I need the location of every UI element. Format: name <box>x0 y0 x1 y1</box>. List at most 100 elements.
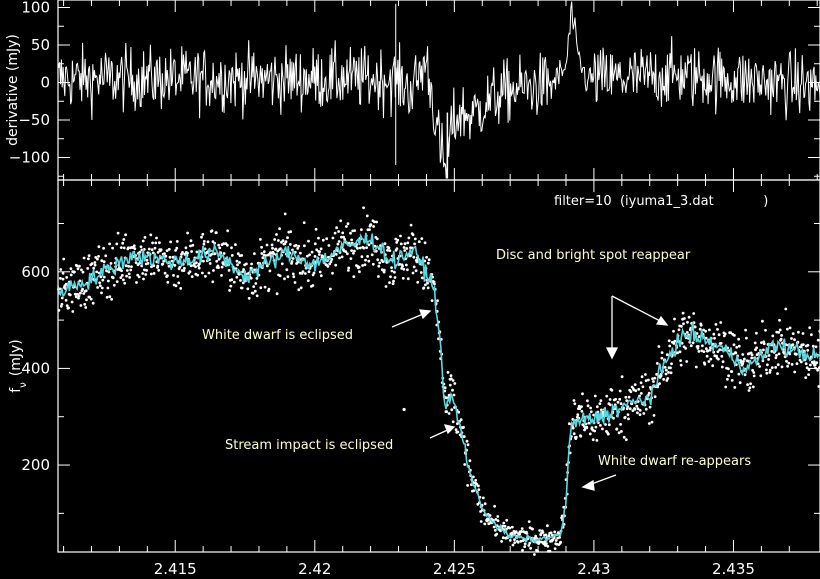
flux-point <box>213 252 217 256</box>
flux-point <box>726 377 729 381</box>
flux-point <box>797 330 800 334</box>
flux-point <box>296 247 300 250</box>
flux-point <box>165 249 169 253</box>
flux-point <box>306 279 310 282</box>
flux-point <box>712 332 716 336</box>
flux-point <box>277 239 280 242</box>
flux-point <box>174 249 178 252</box>
flux-point <box>236 252 240 256</box>
derivative-panel: 100 50 0 −50 −100 derivative (mJy) <box>5 0 820 181</box>
flux-point <box>576 413 580 417</box>
flux-point <box>375 220 378 224</box>
flux-point <box>691 341 695 345</box>
flux-point <box>814 345 818 349</box>
flux-point <box>581 392 584 396</box>
flux-point <box>636 407 640 411</box>
flux-point <box>451 420 455 424</box>
flux-point <box>402 267 406 271</box>
flux-point <box>352 275 356 278</box>
flux-point <box>595 439 599 442</box>
flux-point <box>651 377 654 381</box>
flux-point <box>141 239 145 243</box>
flux-point <box>376 258 380 262</box>
flux-point <box>729 331 733 335</box>
flux-point <box>267 287 271 291</box>
flux-point <box>720 365 724 369</box>
flux-point <box>284 240 288 244</box>
flux-point <box>777 331 781 334</box>
flux-point <box>81 270 85 274</box>
flux-point <box>523 545 527 549</box>
flux-point <box>294 244 298 247</box>
flux-point <box>496 519 500 523</box>
flux-point <box>724 385 728 389</box>
flux-point <box>330 258 334 261</box>
flux-point <box>204 274 207 278</box>
flux-point <box>644 379 648 383</box>
flux-point <box>780 334 783 337</box>
flux-point <box>816 368 819 372</box>
flux-point <box>157 268 161 272</box>
flux-point <box>704 336 708 340</box>
flux-point <box>150 248 154 252</box>
flux-point <box>791 332 795 335</box>
flux-point <box>420 237 424 241</box>
flux-point <box>618 397 622 401</box>
flux-point <box>115 242 119 246</box>
flux-point <box>69 267 73 271</box>
flux-point <box>427 261 430 265</box>
flux-point <box>513 541 517 544</box>
flux-point <box>163 271 167 275</box>
flux-point <box>813 363 817 366</box>
flux-point <box>481 496 485 500</box>
flux-point <box>701 344 704 348</box>
flux-point <box>254 282 258 285</box>
flux-point <box>61 277 65 281</box>
flux-point <box>604 423 607 426</box>
flux-point <box>474 478 478 482</box>
flux-point <box>780 365 784 369</box>
flux-point <box>546 524 549 528</box>
flux-point <box>705 354 709 358</box>
flux-point <box>286 275 290 279</box>
flux-point <box>357 265 361 269</box>
flux-point <box>149 272 153 276</box>
flux-point <box>73 270 76 274</box>
flux-point <box>260 252 264 255</box>
flux-point <box>240 286 244 290</box>
flux-point <box>290 260 294 263</box>
flux-point <box>665 353 669 357</box>
flux-point <box>167 247 171 251</box>
flux-point <box>395 241 399 244</box>
flux-point <box>737 344 741 348</box>
flux-point <box>362 246 366 250</box>
flux-point <box>590 426 594 429</box>
flux-point <box>109 262 113 265</box>
flux-point <box>155 236 158 240</box>
flux-point <box>159 248 163 252</box>
flux-point <box>553 530 557 534</box>
flux-point <box>759 374 763 378</box>
flux-point <box>741 362 745 366</box>
flux-point <box>64 298 68 302</box>
flux-point <box>790 363 794 366</box>
flux-point <box>371 262 375 266</box>
flux-point <box>574 435 578 439</box>
flux-point <box>116 231 120 235</box>
flux-point <box>652 380 655 383</box>
flux-point <box>112 283 116 287</box>
flux-point <box>268 269 272 273</box>
flux-point <box>647 391 651 395</box>
flux-point <box>370 253 374 257</box>
flux-point <box>215 259 219 263</box>
flux-point <box>274 247 278 251</box>
flux-xtick-label: 2.43 <box>577 560 610 578</box>
flux-point <box>340 235 343 239</box>
flux-point <box>663 365 667 369</box>
flux-point <box>161 262 165 266</box>
flux-point <box>633 383 637 386</box>
flux-point <box>610 388 614 392</box>
flux-point <box>307 239 310 243</box>
flux-point <box>363 263 367 267</box>
flux-point <box>151 241 155 245</box>
